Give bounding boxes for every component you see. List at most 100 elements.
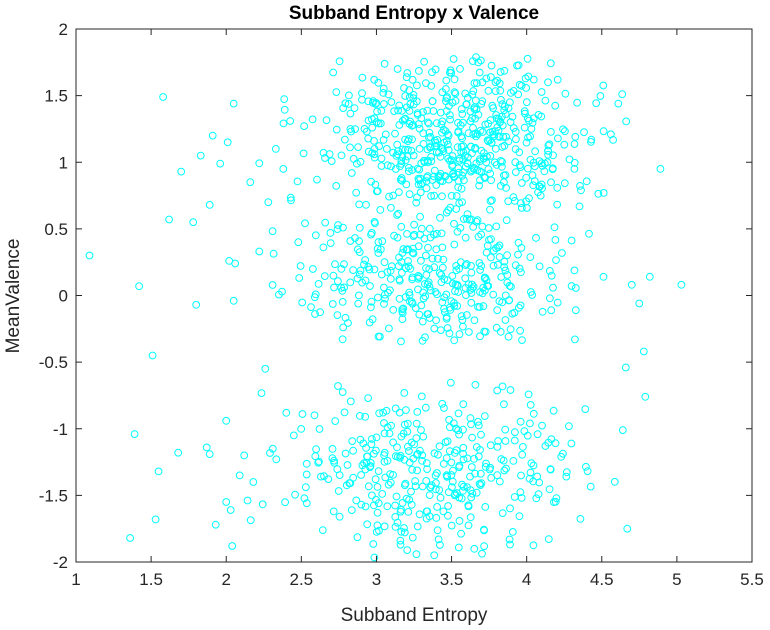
data-point <box>469 282 478 291</box>
data-point <box>433 290 441 299</box>
data-point <box>393 211 402 219</box>
data-point <box>493 76 502 85</box>
data-point <box>538 162 547 170</box>
data-point <box>538 307 547 316</box>
data-point <box>453 227 462 236</box>
data-point <box>493 443 502 451</box>
data-point <box>567 282 576 290</box>
data-point <box>549 151 557 160</box>
data-point <box>440 293 449 302</box>
data-point <box>367 297 376 306</box>
data-point <box>450 88 459 97</box>
data-point <box>371 219 379 228</box>
data-point <box>311 231 320 240</box>
data-point <box>383 502 392 511</box>
x-axis-label: Subband Entropy <box>341 605 488 626</box>
data-point <box>451 490 460 499</box>
data-point <box>470 316 479 325</box>
data-point <box>399 245 408 253</box>
data-point <box>426 133 435 141</box>
data-point <box>355 223 364 232</box>
data-point <box>522 84 530 92</box>
data-point <box>400 528 409 537</box>
data-point <box>367 229 376 237</box>
data-point <box>443 276 452 285</box>
data-point <box>392 151 401 160</box>
data-point <box>389 471 397 479</box>
data-point <box>258 500 267 509</box>
data-point <box>401 92 410 100</box>
data-point <box>301 483 310 492</box>
data-point <box>433 503 442 511</box>
data-point <box>272 455 281 464</box>
data-point <box>421 333 429 342</box>
y-tick-label: 2 <box>59 20 68 39</box>
data-point <box>641 392 650 401</box>
data-point <box>442 208 451 217</box>
data-point <box>337 151 346 160</box>
data-point <box>391 129 399 138</box>
data-point <box>478 78 487 87</box>
data-point <box>309 265 317 273</box>
data-point <box>196 151 205 160</box>
data-point <box>413 450 422 458</box>
data-point <box>349 266 358 275</box>
data-point <box>473 79 481 87</box>
data-point <box>481 274 490 282</box>
data-point <box>349 473 358 482</box>
data-point <box>544 141 553 150</box>
data-point <box>343 461 352 469</box>
data-point <box>504 332 513 341</box>
data-point <box>503 251 512 260</box>
data-point <box>514 61 523 70</box>
data-point <box>393 65 402 73</box>
data-point <box>442 314 451 323</box>
data-point <box>472 132 480 141</box>
data-point <box>495 477 504 486</box>
data-point <box>390 231 399 240</box>
data-points <box>85 53 686 562</box>
data-point <box>391 404 400 413</box>
data-point <box>477 262 486 270</box>
data-point <box>526 419 534 428</box>
data-point <box>450 336 459 345</box>
data-point <box>300 494 309 503</box>
data-point <box>449 169 458 178</box>
data-point <box>417 159 426 168</box>
data-point <box>422 251 430 260</box>
data-point <box>281 498 290 507</box>
data-point <box>551 497 560 506</box>
data-point <box>547 128 555 136</box>
data-point <box>464 280 473 289</box>
data-point <box>430 191 439 200</box>
data-point <box>439 460 448 468</box>
data-point <box>501 266 510 275</box>
data-point <box>417 301 426 310</box>
data-point <box>318 526 327 534</box>
data-point <box>530 162 539 171</box>
data-point <box>571 306 580 315</box>
data-point <box>398 145 407 154</box>
data-point <box>465 328 473 336</box>
data-point <box>329 271 338 280</box>
data-point <box>223 138 232 147</box>
data-point <box>433 229 441 238</box>
data-point <box>551 101 560 110</box>
data-point <box>494 260 502 269</box>
data-point <box>548 164 557 173</box>
data-point <box>441 438 450 447</box>
data-point <box>404 145 412 154</box>
data-point <box>321 154 329 162</box>
data-point <box>459 400 468 409</box>
data-point <box>404 245 412 254</box>
data-point <box>417 426 425 434</box>
data-point <box>459 482 468 491</box>
data-point <box>380 429 389 438</box>
data-point <box>380 258 389 267</box>
data-point <box>529 75 538 84</box>
data-point <box>558 249 566 257</box>
data-point <box>552 494 561 503</box>
data-point <box>529 409 538 418</box>
data-point <box>438 399 447 408</box>
data-point <box>85 251 94 260</box>
